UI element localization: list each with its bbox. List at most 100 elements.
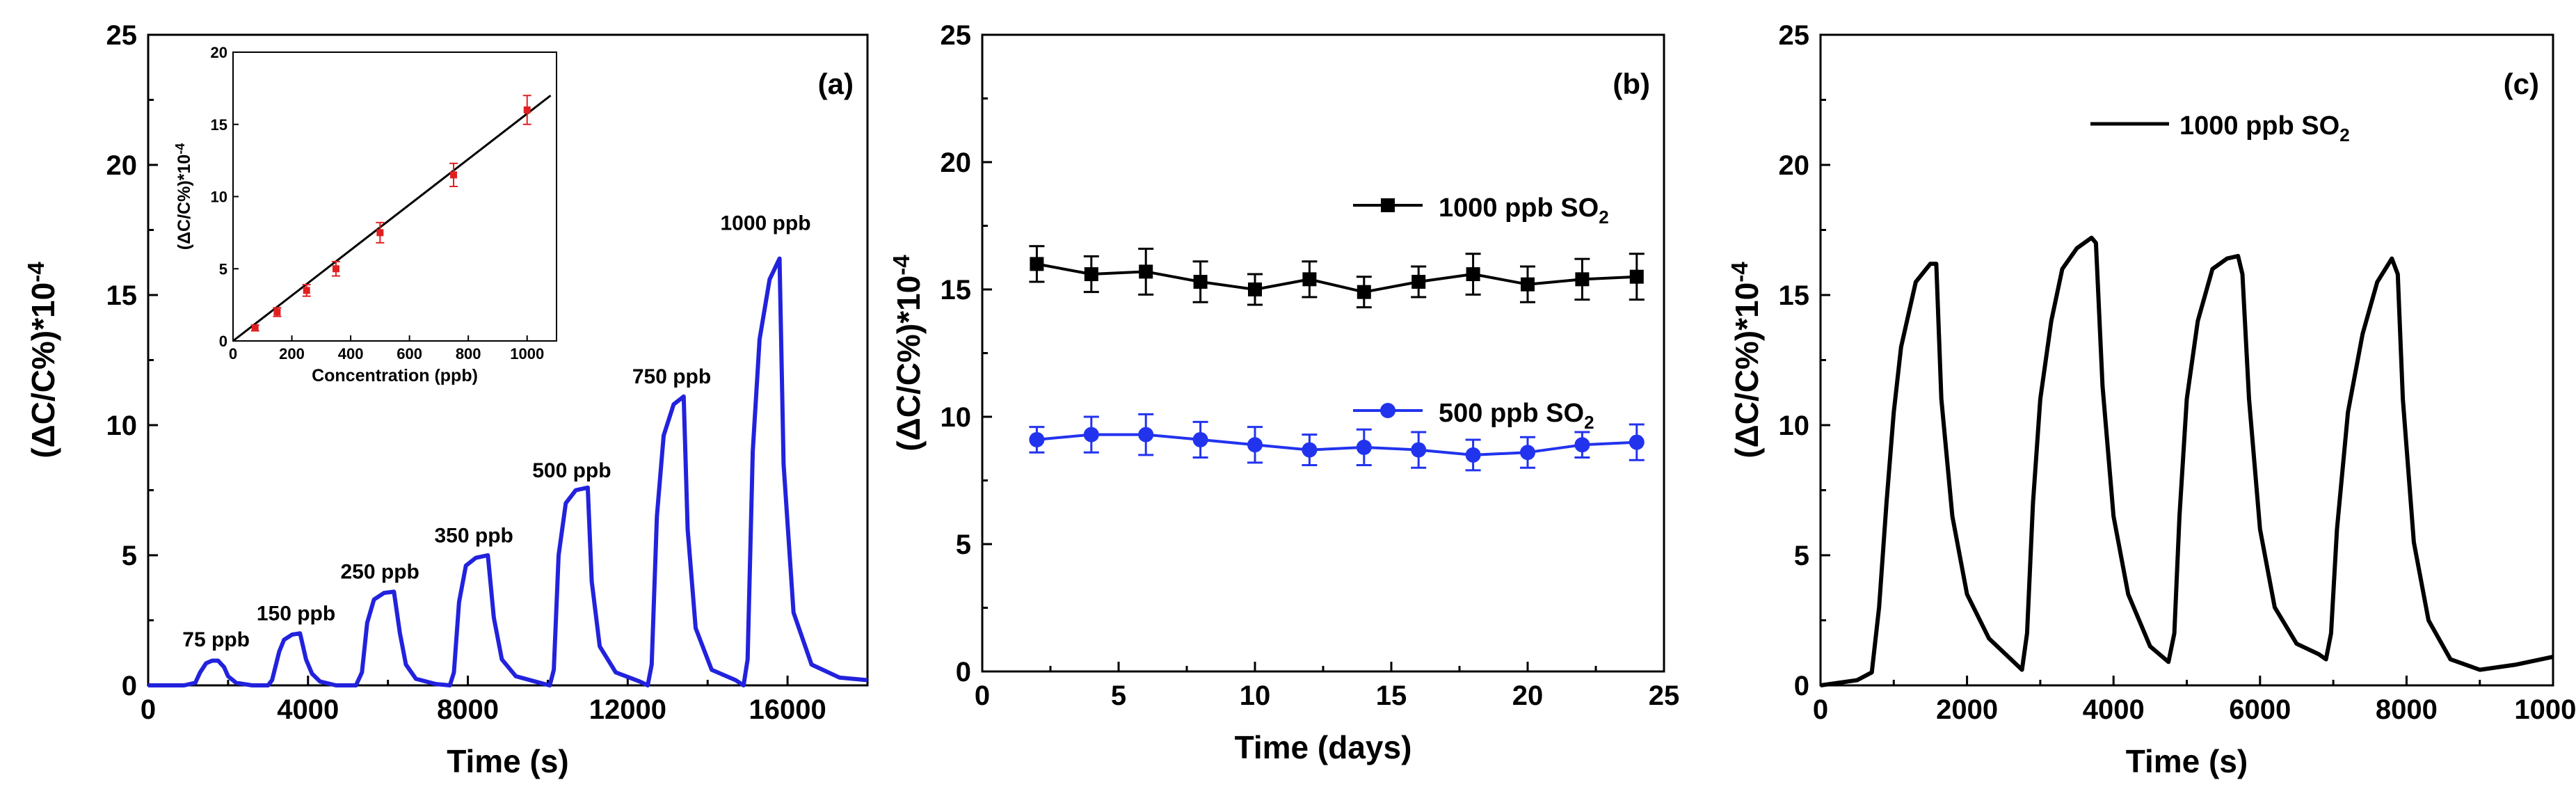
- data-point: [1083, 427, 1099, 443]
- inset-data-point: [332, 265, 339, 273]
- y-tick-label: 0: [122, 671, 137, 701]
- legend-label-subscript: 2: [1599, 207, 1608, 228]
- data-point: [1030, 257, 1044, 271]
- data-point: [1520, 445, 1535, 461]
- data-point: [1029, 431, 1045, 447]
- inset-x-tick-label: 1000: [510, 345, 544, 363]
- x-tick-label: 6000: [2229, 694, 2291, 725]
- legend-label-subscript: 2: [2339, 125, 2349, 145]
- inset-y-tick-label: 10: [211, 189, 227, 206]
- y-axis-label-exponent: -4: [889, 255, 915, 276]
- y-tick-label: 25: [106, 20, 138, 51]
- peak-annotation: 1000 ppb: [720, 212, 810, 235]
- y-tick-label: 25: [941, 20, 972, 51]
- x-tick-label: 16000: [749, 694, 826, 725]
- y-axis-label-base: (ΔC/C%)*10: [1729, 282, 1765, 459]
- plot-frame: [981, 33, 1665, 673]
- y-axis-label: (ΔC/C%)*10-4: [889, 255, 927, 452]
- y-tick-label: 20: [1779, 150, 1810, 181]
- y-tick-label: 0: [956, 657, 971, 687]
- inset-data-point: [376, 229, 384, 237]
- inset-data-point: [273, 308, 281, 316]
- peak-annotation: 750 ppb: [632, 365, 711, 388]
- data-point: [1139, 264, 1153, 279]
- y-tick-label: 5: [956, 530, 971, 560]
- x-axis-label: Time (days): [1235, 729, 1412, 765]
- inset-y-tick-label: 20: [211, 44, 227, 61]
- inset-y-tick-label: 0: [219, 333, 227, 350]
- y-tick-label: 5: [122, 541, 137, 571]
- data-point: [1084, 267, 1098, 282]
- series-line-2: [1037, 433, 1637, 456]
- x-tick-label: 4000: [2083, 694, 2145, 725]
- x-tick-label: 4000: [277, 694, 339, 725]
- peak-annotation: 75 ppb: [182, 628, 250, 651]
- x-tick-label: 2000: [1936, 694, 1998, 725]
- y-tick-label: 5: [1794, 541, 1809, 571]
- data-point: [1302, 442, 1318, 458]
- y-tick-label: 15: [1779, 280, 1810, 311]
- peak-annotation: 500 ppb: [532, 459, 611, 482]
- y-tick-label: 15: [106, 280, 138, 311]
- y-tick-label: 20: [941, 148, 972, 178]
- series-line-1: [148, 256, 868, 687]
- panel-label: (c): [2504, 67, 2539, 100]
- inset: 0 200 400 600 800 1000 0 5 10 15 20 Concentration (…: [173, 44, 557, 385]
- x-tick-label: 25: [1649, 680, 1680, 711]
- inset-x-tick-label: 600: [397, 345, 422, 363]
- data-point: [1357, 285, 1371, 299]
- inset-x-tick-label: 800: [456, 345, 481, 363]
- y-axis-label-exponent: -4: [1727, 262, 1753, 282]
- data-point: [1465, 447, 1481, 463]
- inset-x-tick-label: 200: [279, 345, 305, 363]
- y-tick-label: 20: [106, 150, 138, 181]
- data-point: [1247, 437, 1263, 453]
- x-tick-label: 10: [1240, 680, 1271, 711]
- inset-x-tick-label: 0: [229, 345, 237, 363]
- y-axis-label: (ΔC/C%)*10-4: [24, 262, 61, 459]
- x-tick-label: 8000: [2376, 694, 2438, 725]
- y-tick-label: 15: [941, 275, 972, 305]
- x-tick-label: 0: [141, 694, 156, 725]
- series-line-1: [1037, 262, 1637, 294]
- legend-label-text: 1000 ppb SO: [1439, 193, 1599, 223]
- x-axis-label: Time (s): [2126, 743, 2248, 779]
- panel-2: 0 5 10 15 20 25 0 5 10 15 20 25 Time (days) (ΔC/C%)*1…: [889, 20, 1679, 765]
- legend-label: 1000 ppb SO2: [1439, 193, 1609, 228]
- series-line-1: [1820, 235, 2554, 687]
- inset-data-point: [303, 287, 310, 294]
- x-tick-label: 20: [1512, 680, 1544, 711]
- inset-frame: [232, 51, 557, 342]
- data-point: [1193, 275, 1208, 289]
- x-tick-label: 12000: [589, 694, 666, 725]
- data-point: [1302, 272, 1317, 287]
- y-tick-label: 10: [941, 402, 972, 433]
- data-point: [1629, 434, 1645, 450]
- inset-data-point: [450, 171, 458, 179]
- y-axis-label-base: (ΔC/C%)*10: [25, 282, 61, 459]
- data-point: [1574, 437, 1590, 453]
- inset-y-tick-label: 15: [211, 116, 227, 134]
- data-point: [1411, 275, 1426, 289]
- y-tick-label: 25: [1779, 20, 1810, 51]
- inset-data-point: [251, 324, 259, 332]
- x-tick-label: 8000: [437, 694, 499, 725]
- data-point: [1521, 277, 1535, 292]
- data-point: [1575, 272, 1590, 287]
- legend-label-subscript: 2: [1584, 412, 1594, 433]
- data-point: [1356, 439, 1372, 455]
- inset-x-axis-label: Concentration (ppb): [312, 366, 478, 385]
- y-tick-label: 0: [1794, 671, 1809, 701]
- legend-label: 500 ppb SO2: [1439, 399, 1594, 433]
- inset-y-axis-label: (ΔC/C%)*10-4: [173, 143, 194, 250]
- inset-fit-line: [232, 95, 552, 342]
- data-point: [1629, 269, 1644, 284]
- legend-marker: [1381, 198, 1395, 212]
- y-tick-label: 10: [106, 411, 138, 441]
- data-point: [1466, 267, 1480, 282]
- x-tick-label: 0: [1813, 694, 1828, 725]
